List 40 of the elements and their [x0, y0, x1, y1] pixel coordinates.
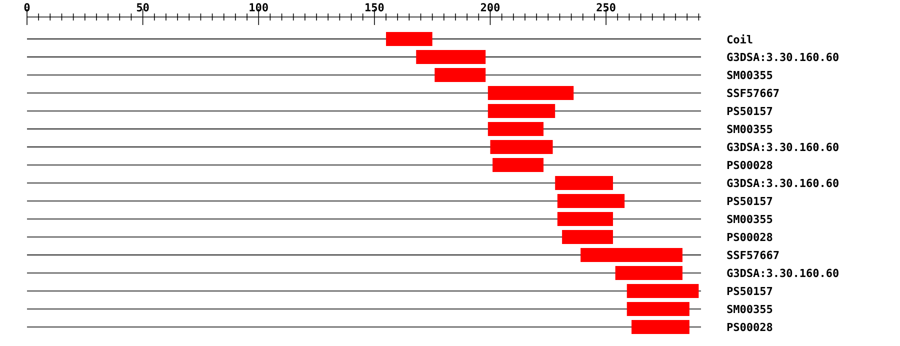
y-tick-label: Coil [727, 34, 752, 44]
y-tick-label: SM00355 [727, 70, 772, 80]
bar [492, 158, 544, 172]
bar [557, 194, 625, 208]
bar [580, 248, 682, 262]
bar [386, 32, 432, 46]
bar [615, 266, 682, 280]
bar [626, 302, 690, 316]
bar [416, 50, 486, 64]
y-tick-label: SSF57667 [727, 88, 779, 98]
y-tick-label: PS50157 [727, 106, 772, 116]
y-tick-label: G3DSA:3.30.160.60 [727, 178, 838, 188]
x-tick-label: 50 [136, 3, 149, 12]
x-tick-label: 100 [250, 3, 268, 12]
bar [490, 140, 553, 154]
bar [557, 212, 613, 226]
y-tick-label: G3DSA:3.30.160.60 [727, 52, 838, 62]
bar [488, 104, 556, 118]
bar [555, 176, 613, 190]
bar [626, 284, 699, 298]
bar [488, 122, 544, 136]
bar [632, 320, 690, 334]
y-tick-label: PS50157 [727, 196, 772, 206]
y-tick-label: SM00355 [727, 124, 772, 134]
y-tick-label: PS00028 [727, 232, 772, 242]
bar [562, 230, 613, 244]
y-tick-label: G3DSA:3.30.160.60 [727, 268, 838, 278]
x-tick-label: 150 [365, 3, 384, 12]
x-tick-label: 250 [596, 3, 616, 12]
y-tick-label: G3DSA:3.30.160.60 [727, 142, 838, 152]
y-tick-label: PS00028 [727, 160, 772, 170]
bar [434, 68, 486, 82]
x-tick-label: 200 [480, 3, 500, 12]
y-tick-label: SSF57667 [727, 250, 779, 260]
x-tick-label: 0 [24, 3, 30, 12]
y-tick-label: SM00355 [727, 304, 772, 314]
y-tick-label: SM00355 [727, 214, 772, 224]
y-tick-label: PS00028 [727, 322, 772, 332]
bar [488, 86, 574, 100]
y-tick-label: PS50157 [727, 286, 772, 296]
